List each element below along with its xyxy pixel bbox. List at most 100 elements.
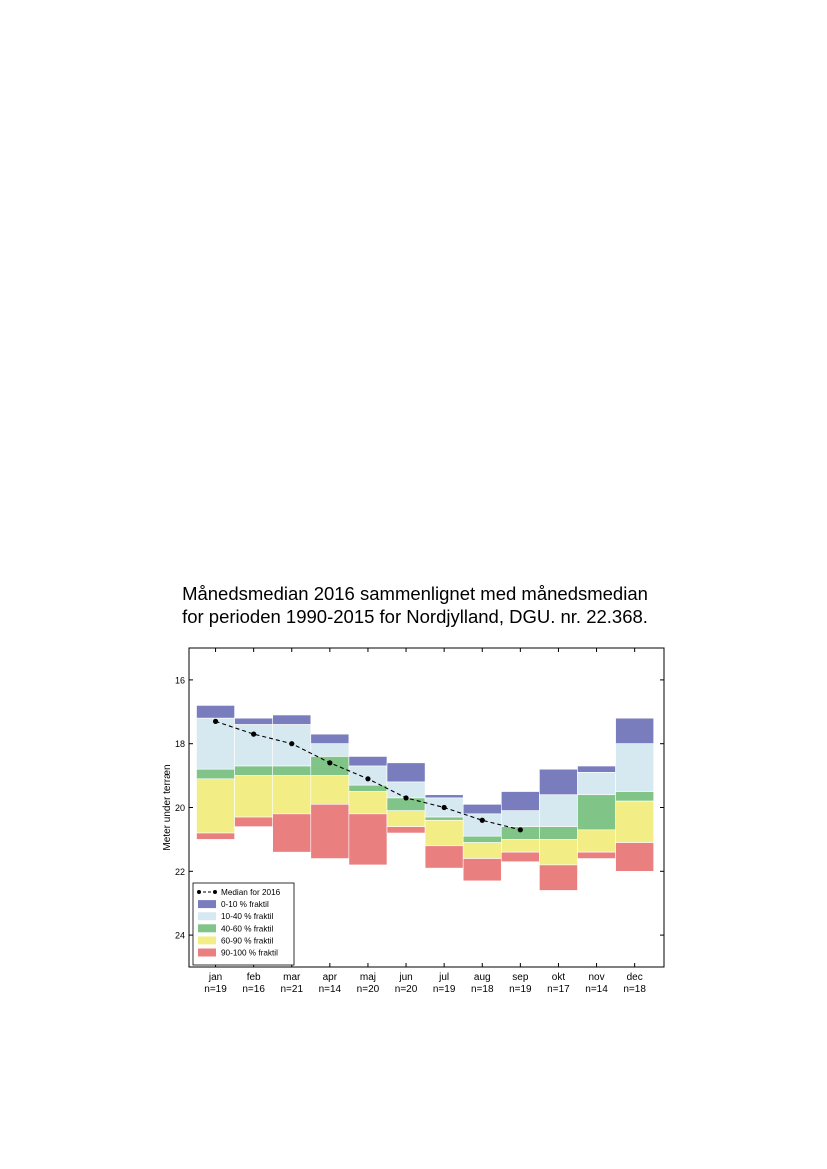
- band-nov-3: [577, 829, 616, 853]
- band-dec-0: [615, 717, 654, 744]
- band-maj-1: [348, 765, 388, 786]
- band-mar-3: [272, 775, 312, 815]
- band-jan-1: [196, 717, 235, 770]
- legend-swatch: [198, 936, 216, 945]
- legend-swatch: [198, 912, 216, 921]
- median-point: [441, 804, 447, 811]
- band-feb-3: [234, 775, 274, 818]
- legend-swatch: [198, 948, 216, 957]
- legend-swatch: [198, 900, 216, 909]
- band-apr-0: [310, 733, 350, 745]
- chart-title: Månedsmedian 2016 sammenlignet med måned…: [100, 582, 730, 628]
- n-label: n=19: [433, 984, 456, 995]
- n-label: n=17: [547, 984, 570, 995]
- x-tick-label: jan: [208, 972, 222, 983]
- band-aug-3: [462, 842, 502, 859]
- x-tick-label: jul: [438, 972, 449, 983]
- band-maj-2: [348, 784, 388, 792]
- median-point: [251, 731, 257, 737]
- band-aug-1: [462, 813, 502, 837]
- x-tick-label: mar: [283, 972, 301, 983]
- band-okt-4: [539, 864, 578, 891]
- legend-label: 60-90 % fraktil: [221, 936, 274, 945]
- band-okt-0: [539, 768, 578, 796]
- band-feb-2: [234, 765, 274, 776]
- band-jan-3: [196, 778, 235, 834]
- y-tick-label: 18: [175, 739, 185, 749]
- x-tick-label: dec: [627, 972, 643, 983]
- n-label: n=19: [509, 984, 532, 995]
- band-jan-2: [196, 768, 235, 780]
- band-jul-2: [424, 816, 464, 821]
- band-maj-3: [348, 791, 388, 815]
- y-tick-label: 16: [175, 675, 185, 685]
- x-tick-label: nov: [588, 972, 604, 983]
- band-okt-2: [539, 826, 578, 840]
- n-label: n=21: [280, 984, 303, 995]
- band-dec-2: [615, 791, 654, 802]
- band-feb-4: [234, 816, 274, 827]
- band-aug-4: [462, 858, 502, 882]
- band-nov-2: [577, 794, 616, 831]
- band-mar-0: [272, 714, 312, 725]
- band-apr-4: [310, 804, 350, 859]
- median-point: [365, 776, 371, 782]
- band-nov-1: [577, 772, 616, 796]
- chart-title-line-2: for perioden 1990-2015 for Nordjylland, …: [182, 606, 648, 627]
- legend-label: 10-40 % fraktil: [221, 912, 274, 921]
- legend-median-dot: [197, 890, 201, 894]
- legend-label: 40-60 % fraktil: [221, 924, 274, 933]
- y-tick-label: 22: [175, 867, 185, 877]
- y-axis-label: Meter under terræn: [162, 764, 173, 850]
- x-tick-label: sep: [512, 972, 529, 983]
- band-nov-0: [577, 765, 616, 773]
- band-feb-0: [234, 717, 274, 725]
- legend-label: Median for 2016: [221, 888, 281, 897]
- band-okt-1: [539, 794, 578, 827]
- band-jan-0: [196, 705, 235, 719]
- band-apr-2: [310, 756, 350, 776]
- n-label: n=14: [585, 984, 608, 995]
- legend-swatch: [198, 924, 216, 933]
- median-point: [403, 795, 409, 801]
- band-feb-1: [234, 724, 274, 767]
- median-point: [517, 827, 523, 833]
- x-tick-label: aug: [474, 972, 491, 983]
- legend-median-dot: [213, 890, 217, 894]
- band-sep-3: [500, 839, 540, 853]
- band-apr-1: [310, 743, 350, 757]
- y-tick-label: 20: [175, 803, 185, 813]
- x-tick-label: apr: [323, 972, 338, 983]
- band-okt-3: [539, 839, 578, 866]
- n-label: n=20: [395, 984, 418, 995]
- n-label: n=20: [357, 984, 380, 995]
- median-point: [479, 817, 485, 823]
- band-maj-4: [348, 813, 388, 866]
- y-tick-label: 24: [175, 931, 185, 941]
- legend-label: 90-100 % fraktil: [221, 949, 278, 958]
- band-sep-1: [500, 810, 540, 827]
- band-jul-3: [424, 819, 464, 847]
- median-point: [212, 718, 219, 724]
- band-dec-1: [615, 743, 654, 792]
- band-aug-0: [462, 804, 502, 815]
- band-aug-2: [462, 835, 502, 843]
- n-label: n=14: [319, 984, 342, 995]
- x-tick-label: okt: [552, 972, 566, 983]
- band-jan-4: [196, 832, 235, 840]
- n-label: n=18: [623, 984, 646, 995]
- band-jun-3: [386, 810, 426, 827]
- band-jul-4: [424, 845, 464, 869]
- band-dec-3: [615, 800, 654, 843]
- n-label: n=19: [204, 984, 227, 995]
- band-mar-2: [272, 765, 312, 776]
- x-tick-label: feb: [247, 972, 261, 983]
- median-point: [289, 741, 295, 747]
- band-sep-4: [500, 851, 540, 863]
- band-nov-4: [577, 851, 616, 859]
- band-jun-4: [386, 826, 426, 834]
- band-jul-0: [424, 794, 464, 799]
- legend-label: 0-10 % fraktil: [221, 900, 269, 909]
- median-point: [327, 760, 333, 766]
